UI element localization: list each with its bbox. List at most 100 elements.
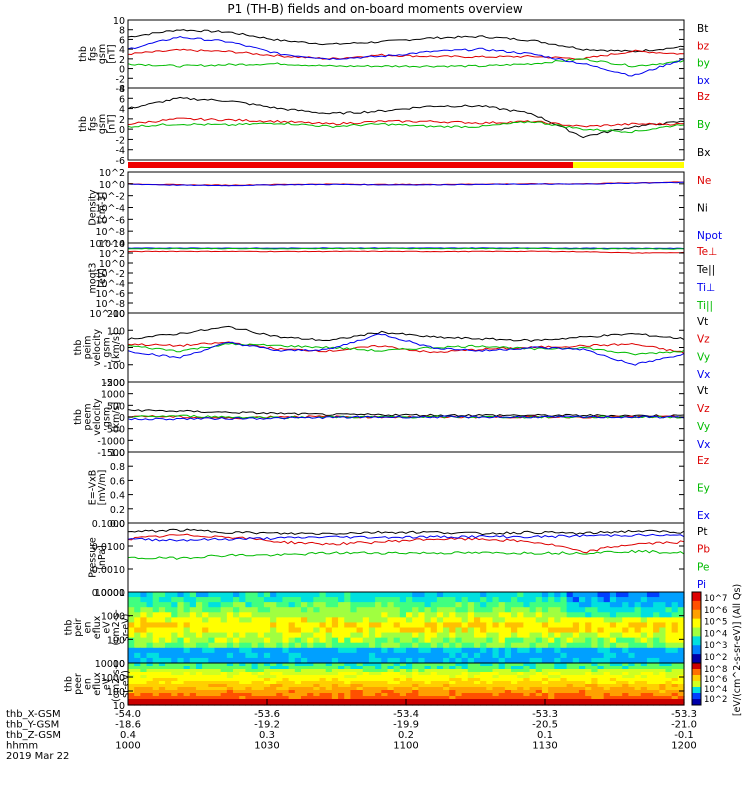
spectrogram-cell — [591, 699, 599, 703]
spectrogram-cell — [313, 684, 321, 688]
spectrogram-cell — [616, 672, 623, 676]
spectrogram-cell — [134, 597, 141, 603]
spectrogram-cell — [331, 612, 339, 618]
spectrogram-cell — [461, 663, 469, 667]
spectrogram-cell — [566, 690, 574, 694]
spectrogram-cell — [560, 678, 568, 682]
spectrogram-cell — [158, 652, 166, 659]
spectrogram-cell — [177, 672, 185, 676]
spectrogram-cell — [282, 647, 290, 654]
spectrogram-cell — [368, 657, 376, 664]
spectrogram-cell — [288, 690, 296, 694]
spectrogram-cell — [152, 597, 160, 603]
spectrogram-cell — [548, 699, 555, 703]
spectrogram-cell — [548, 627, 555, 634]
spectrogram-cell — [523, 627, 531, 634]
spectrogram-cell — [233, 663, 240, 667]
spectrogram-cell — [541, 690, 549, 694]
spectrogram-cell — [436, 592, 444, 598]
spectrogram-cell — [646, 678, 654, 682]
spectrogram-cell — [128, 622, 135, 629]
spectrogram-cell — [486, 687, 494, 691]
spectrogram-cell — [498, 602, 506, 608]
spectrogram-cell — [257, 684, 265, 688]
spectrogram-cell — [399, 657, 407, 664]
spectrogram-cell — [270, 632, 277, 639]
spectrogram-cell — [541, 696, 549, 700]
spectrogram-cell — [511, 657, 518, 664]
spectrogram-cell — [511, 687, 518, 691]
spectrogram-cell — [560, 622, 568, 629]
spectrogram-cell — [424, 597, 432, 603]
x-row-value: 1100 — [393, 741, 418, 752]
spectrogram-cell — [578, 592, 586, 598]
y-axis-label: [cm-3] — [97, 192, 108, 223]
spectrogram-cell — [152, 637, 160, 644]
spectrogram-cell — [572, 657, 580, 664]
legend-entry-Bz: Bz — [697, 91, 710, 103]
spectrogram-cell — [523, 675, 531, 679]
spectrogram-cell — [165, 607, 172, 613]
panel-peem-vel: 150010005000-500-1000-1500thbpeemvelocit… — [73, 378, 710, 459]
spectrogram-cell — [257, 612, 265, 618]
spectrogram-cell — [535, 637, 543, 644]
spectrogram-cell — [375, 690, 382, 694]
spectrogram-cell — [535, 672, 543, 676]
spectrogram-cell — [560, 652, 568, 659]
y-axis-label: fgs — [87, 47, 98, 61]
y-tick-label: 10^-10 — [89, 309, 125, 320]
spectrogram-cell — [486, 607, 494, 613]
spectrogram-cell — [430, 597, 438, 603]
spectrogram-cell — [585, 657, 592, 664]
spectrogram-cell — [578, 617, 586, 624]
spectrogram-cell — [554, 696, 562, 700]
spectrogram-cell — [202, 690, 209, 694]
spectrogram-cell — [245, 696, 253, 700]
spectrogram-cell — [653, 684, 660, 688]
spectrogram-cell — [140, 602, 148, 608]
spectrogram-cell — [350, 592, 358, 598]
spectrogram-cell — [511, 684, 518, 688]
spectrogram-cell — [263, 690, 271, 694]
y-tick-label: 0.2 — [110, 505, 125, 516]
spectrogram-cell — [554, 672, 562, 676]
colorbar-peer: 10^810^610^410^2 — [691, 662, 727, 706]
spectrogram-cell — [671, 669, 679, 673]
spectrogram-cell — [393, 597, 401, 603]
spectrogram-cell — [529, 672, 537, 676]
spectrogram-cell — [208, 597, 216, 603]
spectrogram-cell — [288, 666, 296, 670]
colorbar-swatch — [692, 687, 701, 694]
spectrogram-cell — [677, 663, 685, 667]
spectrogram-cell — [671, 666, 679, 670]
spectrogram-cell — [338, 607, 345, 613]
spectrogram-cell — [350, 607, 358, 613]
spectrogram-cell — [338, 687, 345, 691]
spectrogram-cell — [239, 687, 246, 691]
spectrogram-cell — [146, 642, 154, 649]
spectrogram-cell — [325, 607, 333, 613]
spectrogram-cell — [443, 602, 450, 608]
spectrogram-cell — [226, 678, 234, 682]
y-axis-label: peem — [83, 404, 94, 431]
spectrogram-cell — [412, 642, 419, 649]
spectrogram-cell — [406, 678, 413, 682]
spectrogram-cell — [387, 607, 395, 613]
spectrogram-cell — [659, 672, 667, 676]
spectrogram-cell — [226, 681, 234, 685]
spectrogram-cell — [677, 597, 685, 603]
spectrogram-cell — [177, 699, 185, 703]
spectrogram-cell — [399, 678, 407, 682]
spectrogram-cell — [189, 699, 197, 703]
spectrogram-cell — [375, 678, 382, 682]
spectrogram-cell — [294, 687, 302, 691]
spectrogram-cell — [529, 627, 537, 634]
plot-title: P1 (TH-B) fields and on-board moments ov… — [227, 2, 523, 16]
spectrogram-cell — [430, 675, 438, 679]
spectrogram-cell — [585, 672, 592, 676]
spectrogram-cell — [597, 675, 605, 679]
spectrogram-cell — [226, 652, 234, 659]
spectrogram-cell — [455, 657, 463, 664]
y-tick-label: 0 — [119, 413, 125, 424]
spectrogram-cell — [412, 687, 419, 691]
